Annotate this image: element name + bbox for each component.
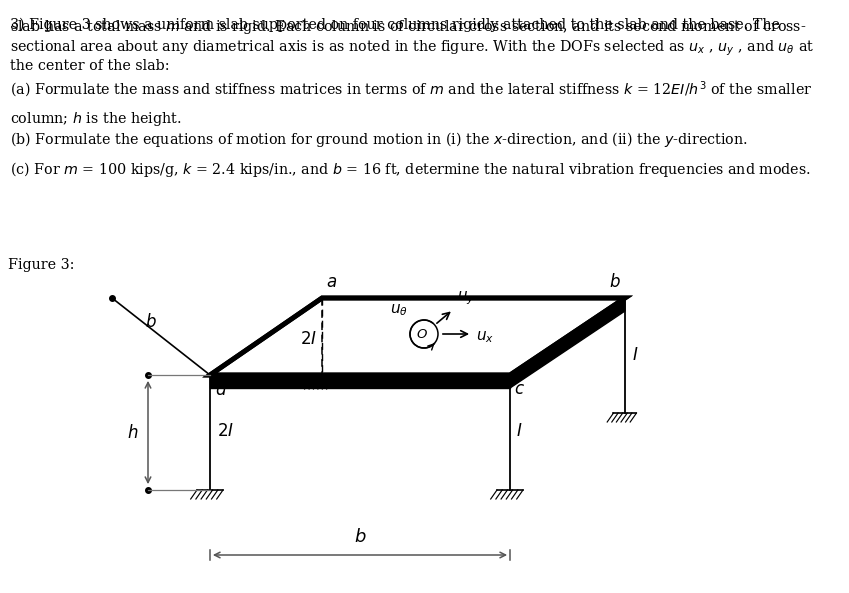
Polygon shape <box>510 298 625 388</box>
Text: $u_\theta$: $u_\theta$ <box>390 302 408 318</box>
Text: $2I$: $2I$ <box>217 423 234 441</box>
Text: $c$: $c$ <box>514 381 525 398</box>
Text: $b$: $b$ <box>610 273 621 291</box>
Text: $b$: $b$ <box>354 528 366 546</box>
Text: $d$: $d$ <box>215 381 228 399</box>
Text: $I$: $I$ <box>516 423 522 441</box>
Text: $2I$: $2I$ <box>300 330 317 347</box>
Polygon shape <box>210 298 625 375</box>
Text: $a$: $a$ <box>326 274 337 291</box>
Text: sectional area about any diametrical axis is as noted in the figure. With the DO: sectional area about any diametrical axi… <box>10 39 814 58</box>
Text: $O$: $O$ <box>416 327 428 340</box>
Text: Figure 3:: Figure 3: <box>8 258 75 272</box>
Text: (c) For $m$ = 100 kips/g, $k$ = 2.4 kips/in., and $b$ = 16 ft, determine the nat: (c) For $m$ = 100 kips/g, $k$ = 2.4 kips… <box>10 160 811 179</box>
Polygon shape <box>210 375 510 388</box>
Text: $b$: $b$ <box>145 313 157 331</box>
Text: column; $h$ is the height.: column; $h$ is the height. <box>10 110 182 127</box>
Text: (a) Formulate the mass and stiffness matrices in terms of $m$ and the lateral st: (a) Formulate the mass and stiffness mat… <box>10 80 812 100</box>
Text: the center of the slab:: the center of the slab: <box>10 59 170 74</box>
Text: slab has a total mass $m$ and is rigid. Each column is of circular cross section: slab has a total mass $m$ and is rigid. … <box>10 18 807 36</box>
Text: $I$: $I$ <box>632 346 638 364</box>
Text: $u_y$: $u_y$ <box>457 289 475 307</box>
Text: $u_x$: $u_x$ <box>476 329 494 345</box>
Text: (b) Formulate the equations of motion for ground motion in (i) the $x$-direction: (b) Formulate the equations of motion fo… <box>10 130 748 149</box>
Text: 3) Figure 3 shows a uniform slab supported on four columns rigidly attached to t: 3) Figure 3 shows a uniform slab support… <box>10 18 780 32</box>
Text: $h$: $h$ <box>127 423 138 442</box>
